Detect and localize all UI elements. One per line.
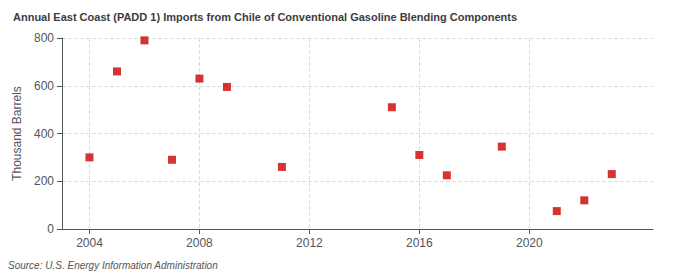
svg-text:Source: U.S. Energy Informatio: Source: U.S. Energy Information Administ… xyxy=(8,260,218,271)
svg-text:2020: 2020 xyxy=(516,236,543,250)
svg-text:2016: 2016 xyxy=(406,236,433,250)
svg-text:Annual East Coast (PADD 1) Imp: Annual East Coast (PADD 1) Imports from … xyxy=(13,11,517,23)
svg-text:0: 0 xyxy=(47,222,54,236)
svg-text:2004: 2004 xyxy=(76,236,103,250)
svg-text:Thousand Barrels: Thousand Barrels xyxy=(10,86,24,181)
svg-text:400: 400 xyxy=(34,127,54,141)
svg-text:2012: 2012 xyxy=(296,236,323,250)
svg-text:2008: 2008 xyxy=(186,236,213,250)
svg-text:800: 800 xyxy=(34,31,54,45)
svg-text:200: 200 xyxy=(34,174,54,188)
svg-text:600: 600 xyxy=(34,79,54,93)
